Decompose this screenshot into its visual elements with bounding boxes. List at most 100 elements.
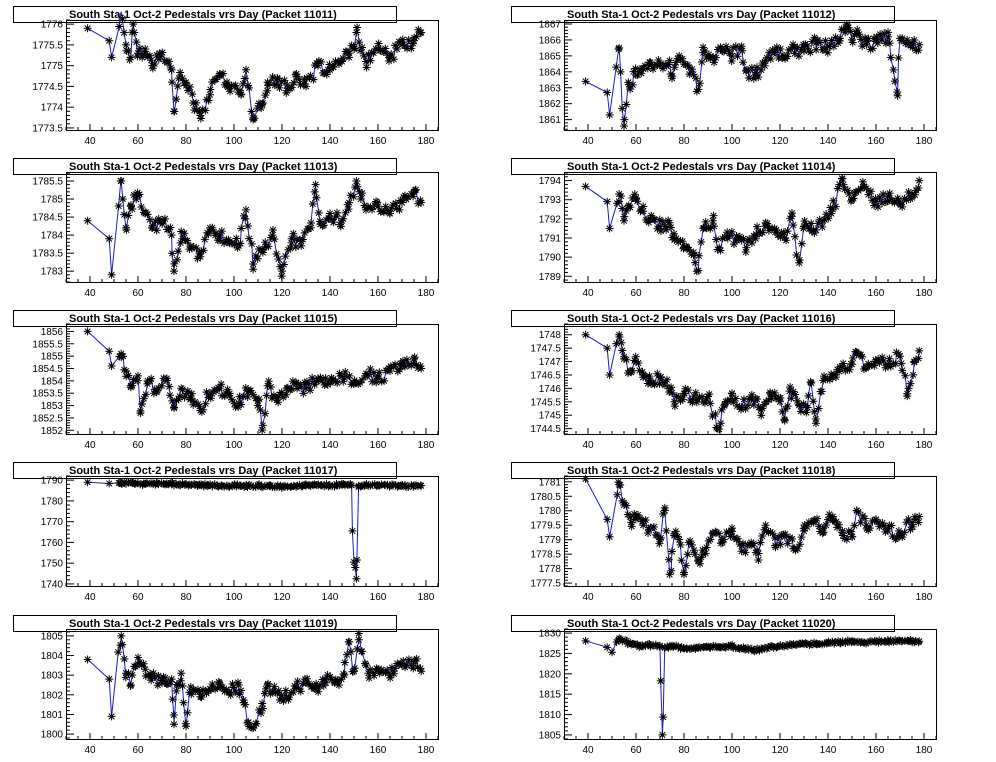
data-point xyxy=(268,687,277,696)
x-tick-label: 40 xyxy=(582,592,594,603)
data-point xyxy=(792,640,801,649)
data-point xyxy=(830,639,839,648)
y-tick-label: 1770 xyxy=(41,517,64,528)
data-point xyxy=(121,479,130,488)
data-point xyxy=(728,527,737,536)
data-point xyxy=(893,637,902,646)
data-point xyxy=(862,40,871,49)
data-point xyxy=(603,88,612,97)
data-point xyxy=(187,690,196,699)
data-point xyxy=(177,669,186,678)
data-point xyxy=(864,638,873,647)
data-point xyxy=(646,58,655,67)
data-point xyxy=(255,395,264,404)
data-point xyxy=(672,234,681,243)
data-point xyxy=(236,686,245,695)
data-point xyxy=(329,218,338,227)
data-point xyxy=(387,50,396,59)
data-point xyxy=(398,362,406,371)
data-point xyxy=(819,524,828,533)
data-point xyxy=(339,377,348,386)
data-point xyxy=(834,520,843,529)
data-point xyxy=(368,668,377,677)
data-point xyxy=(162,376,171,385)
data-point xyxy=(810,407,819,416)
chart-title-box xyxy=(13,158,397,175)
data-point xyxy=(302,82,310,91)
data-point xyxy=(615,197,624,206)
data-point xyxy=(612,63,621,72)
data-point xyxy=(369,368,378,377)
data-point xyxy=(694,85,703,94)
data-point xyxy=(290,682,299,691)
data-point xyxy=(715,243,724,252)
data-point xyxy=(211,231,220,240)
data-point xyxy=(795,255,804,264)
data-point xyxy=(245,722,254,731)
data-point xyxy=(641,641,650,650)
data-point xyxy=(665,570,674,579)
data-point xyxy=(841,28,850,37)
data-point xyxy=(674,393,683,402)
data-point xyxy=(802,221,811,230)
data-point xyxy=(192,105,201,114)
chart-title-box xyxy=(511,158,895,175)
data-point xyxy=(412,654,421,663)
data-point xyxy=(341,208,350,217)
y-tick-label: 1794 xyxy=(539,176,562,187)
data-point xyxy=(229,683,238,692)
data-point xyxy=(753,395,762,404)
data-point xyxy=(145,215,154,224)
data-point xyxy=(881,197,890,206)
data-point xyxy=(634,359,643,368)
data-point xyxy=(198,105,207,114)
x-tick-label: 140 xyxy=(322,745,339,756)
data-point xyxy=(848,353,857,362)
data-point xyxy=(273,394,282,403)
data-point xyxy=(901,39,910,48)
data-point xyxy=(749,539,758,548)
data-point xyxy=(374,374,382,383)
chart-svg: South Sta-1 Oct-2 Pedestals vrs Day (Pac… xyxy=(511,158,937,299)
data-point xyxy=(706,643,715,652)
data-point xyxy=(667,547,676,556)
data-point xyxy=(223,83,232,92)
chart-svg: South Sta-1 Oct-2 Pedestals vrs Day (Pac… xyxy=(511,462,937,603)
y-tick-label: 1863 xyxy=(539,83,562,94)
data-point xyxy=(654,56,663,65)
data-point xyxy=(287,482,296,491)
data-point xyxy=(700,398,709,407)
data-point xyxy=(396,196,405,205)
data-point xyxy=(323,671,332,680)
data-point xyxy=(143,52,152,61)
data-point xyxy=(871,194,880,203)
data-point xyxy=(776,44,785,53)
x-tick-label: 60 xyxy=(132,288,144,299)
y-tick-label: 1866 xyxy=(539,35,562,46)
data-point xyxy=(908,39,916,48)
data-point xyxy=(811,414,820,423)
y-tick-label: 1855.5 xyxy=(32,339,63,350)
data-point xyxy=(417,667,426,676)
data-point xyxy=(234,403,243,412)
data-point xyxy=(409,664,418,673)
data-point xyxy=(307,219,316,228)
data-point xyxy=(228,679,237,688)
data-point xyxy=(644,528,653,537)
data-point xyxy=(894,349,903,358)
y-tick-label: 1861 xyxy=(539,115,562,126)
data-point xyxy=(803,522,812,531)
data-point xyxy=(107,53,116,62)
x-tick-label: 120 xyxy=(772,136,789,147)
data-point xyxy=(137,399,146,408)
data-point xyxy=(105,479,114,488)
data-point xyxy=(671,527,680,536)
data-point xyxy=(338,57,346,66)
data-point xyxy=(306,482,315,491)
data-point xyxy=(305,73,314,82)
data-point xyxy=(386,53,394,62)
data-point xyxy=(743,65,752,74)
data-point xyxy=(237,481,246,490)
data-point xyxy=(892,534,901,543)
data-point xyxy=(845,365,854,374)
